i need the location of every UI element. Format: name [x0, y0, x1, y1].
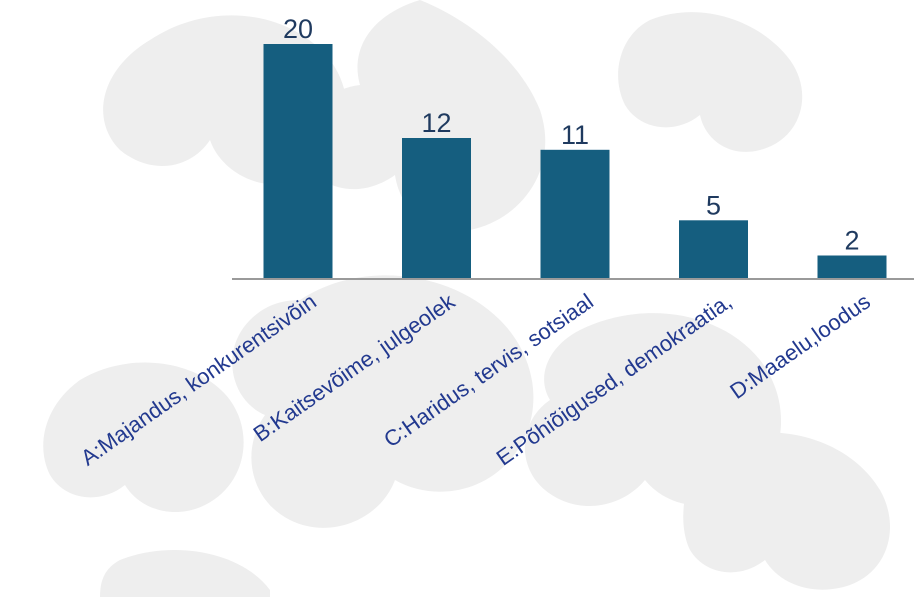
- value-label-1: 20: [283, 14, 313, 44]
- category-label-5: D:Maaelu,loodus: [725, 289, 875, 404]
- category-label-4: E:Põhiõigused, demokraatia,: [492, 289, 737, 471]
- bar-3: [540, 149, 610, 280]
- value-label-4: 5: [706, 190, 721, 220]
- value-label-5: 2: [844, 226, 859, 256]
- value-label-2: 12: [421, 108, 451, 138]
- bar-1: [263, 44, 333, 279]
- bar-2: [402, 138, 471, 279]
- bars: [263, 44, 887, 280]
- category-label-1: A:Majandus, konkurentsivõin: [76, 289, 321, 471]
- category-labels: A:Majandus, konkurentsivõinB:Kaitsevõime…: [76, 288, 875, 470]
- value-label-3: 11: [561, 120, 589, 150]
- bar-5: [817, 255, 887, 279]
- value-labels: 20 12 11 5 2: [283, 14, 860, 256]
- bar-4: [679, 220, 748, 280]
